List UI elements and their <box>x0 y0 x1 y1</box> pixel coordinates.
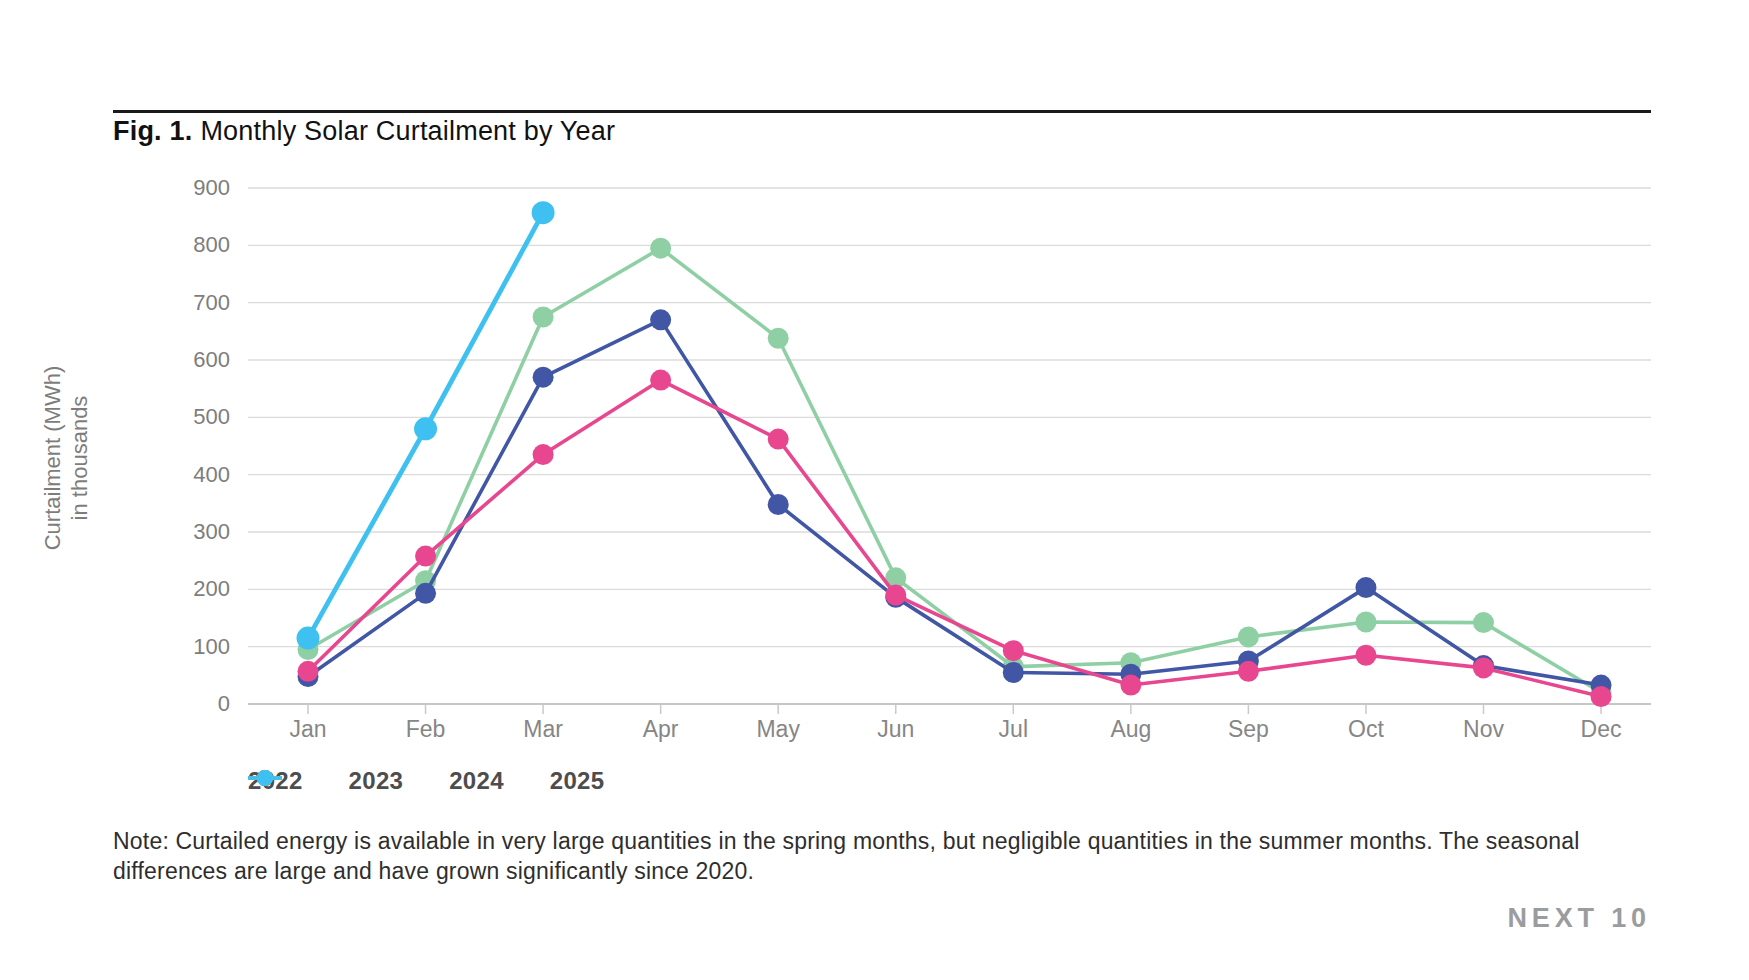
x-tick-label-Sep: Sep <box>1203 716 1293 742</box>
data-point-2023-Feb <box>415 583 436 604</box>
y-axis-title: Curtailment (MWh) in thousands <box>36 355 96 535</box>
x-tick-label-Jun: Jun <box>851 716 941 742</box>
series-2022 <box>298 370 1612 707</box>
x-tick-label-Aug: Aug <box>1086 716 1176 742</box>
y-tick-label-700: 700 <box>0 290 230 316</box>
data-point-2025-Jan <box>297 627 320 650</box>
figure-page: Fig. 1.Monthly Solar Curtailment by Year… <box>0 0 1749 980</box>
data-point-2023-Jul <box>1003 662 1024 683</box>
data-point-2022-Aug <box>1120 675 1141 696</box>
legend-label-2025: 2025 <box>550 767 605 795</box>
data-point-2024-Sep <box>1238 626 1259 647</box>
data-point-2022-Mar <box>533 444 554 465</box>
y-tick-label-200: 200 <box>0 576 230 602</box>
y-tick-label-100: 100 <box>0 634 230 660</box>
figure-note: Note: Curtailed energy is available in v… <box>113 826 1618 886</box>
x-tick-label-Apr: Apr <box>616 716 706 742</box>
series-line-2022 <box>308 380 1601 696</box>
y-tick-label-800: 800 <box>0 232 230 258</box>
x-tick-label-Oct: Oct <box>1321 716 1411 742</box>
series-2023 <box>298 309 1612 695</box>
legend-label-2023: 2023 <box>349 767 404 795</box>
data-point-2022-Feb <box>415 546 436 567</box>
data-point-2024-Oct <box>1355 612 1376 633</box>
y-axis-title-line2: in thousands <box>66 353 93 563</box>
x-tick-label-Dec: Dec <box>1556 716 1646 742</box>
y-axis-title-line1: Curtailment (MWh) <box>39 353 66 563</box>
legend-item-2025: 2025 <box>550 767 605 795</box>
y-tick-label-500: 500 <box>0 404 230 430</box>
data-point-2022-Apr <box>650 370 671 391</box>
x-tick-label-Feb: Feb <box>381 716 471 742</box>
legend-label-2024: 2024 <box>449 767 504 795</box>
data-point-2022-Dec <box>1591 686 1612 707</box>
data-point-2022-Oct <box>1355 645 1376 666</box>
x-tick-label-Nov: Nov <box>1439 716 1529 742</box>
data-point-2022-Jul <box>1003 640 1024 661</box>
y-tick-label-300: 300 <box>0 519 230 545</box>
data-point-2024-May <box>768 328 789 349</box>
data-point-2024-Mar <box>533 307 554 328</box>
data-point-2024-Nov <box>1473 612 1494 633</box>
y-tick-label-0: 0 <box>0 691 230 717</box>
data-point-2022-Sep <box>1238 661 1259 682</box>
data-point-2022-Jan <box>298 661 319 682</box>
x-tick-label-Jan: Jan <box>263 716 353 742</box>
x-tick-label-Mar: Mar <box>498 716 588 742</box>
data-point-2022-May <box>768 429 789 450</box>
legend-marker-2025-icon <box>248 767 282 789</box>
next10-logo: NEXT 10 <box>1507 903 1651 934</box>
x-tick-label-Jul: Jul <box>968 716 1058 742</box>
data-point-2023-May <box>768 494 789 515</box>
legend-marker-dot <box>257 770 273 786</box>
data-point-2022-Jun <box>885 585 906 606</box>
x-tick-label-May: May <box>733 716 823 742</box>
legend-item-2024: 2024 <box>449 767 504 795</box>
data-point-2025-Mar <box>532 201 555 224</box>
data-point-2024-Apr <box>650 238 671 259</box>
series-line-2023 <box>308 320 1601 685</box>
y-tick-label-600: 600 <box>0 347 230 373</box>
y-tick-label-900: 900 <box>0 175 230 201</box>
data-point-2023-Apr <box>650 309 671 330</box>
series-line-2024 <box>308 248 1601 692</box>
data-point-2023-Oct <box>1355 577 1376 598</box>
data-point-2022-Nov <box>1473 657 1494 678</box>
y-tick-label-400: 400 <box>0 462 230 488</box>
chart-legend: 2022202320242025 <box>248 767 604 795</box>
data-point-2025-Feb <box>414 417 437 440</box>
data-point-2023-Mar <box>533 367 554 388</box>
legend-item-2023: 2023 <box>349 767 404 795</box>
